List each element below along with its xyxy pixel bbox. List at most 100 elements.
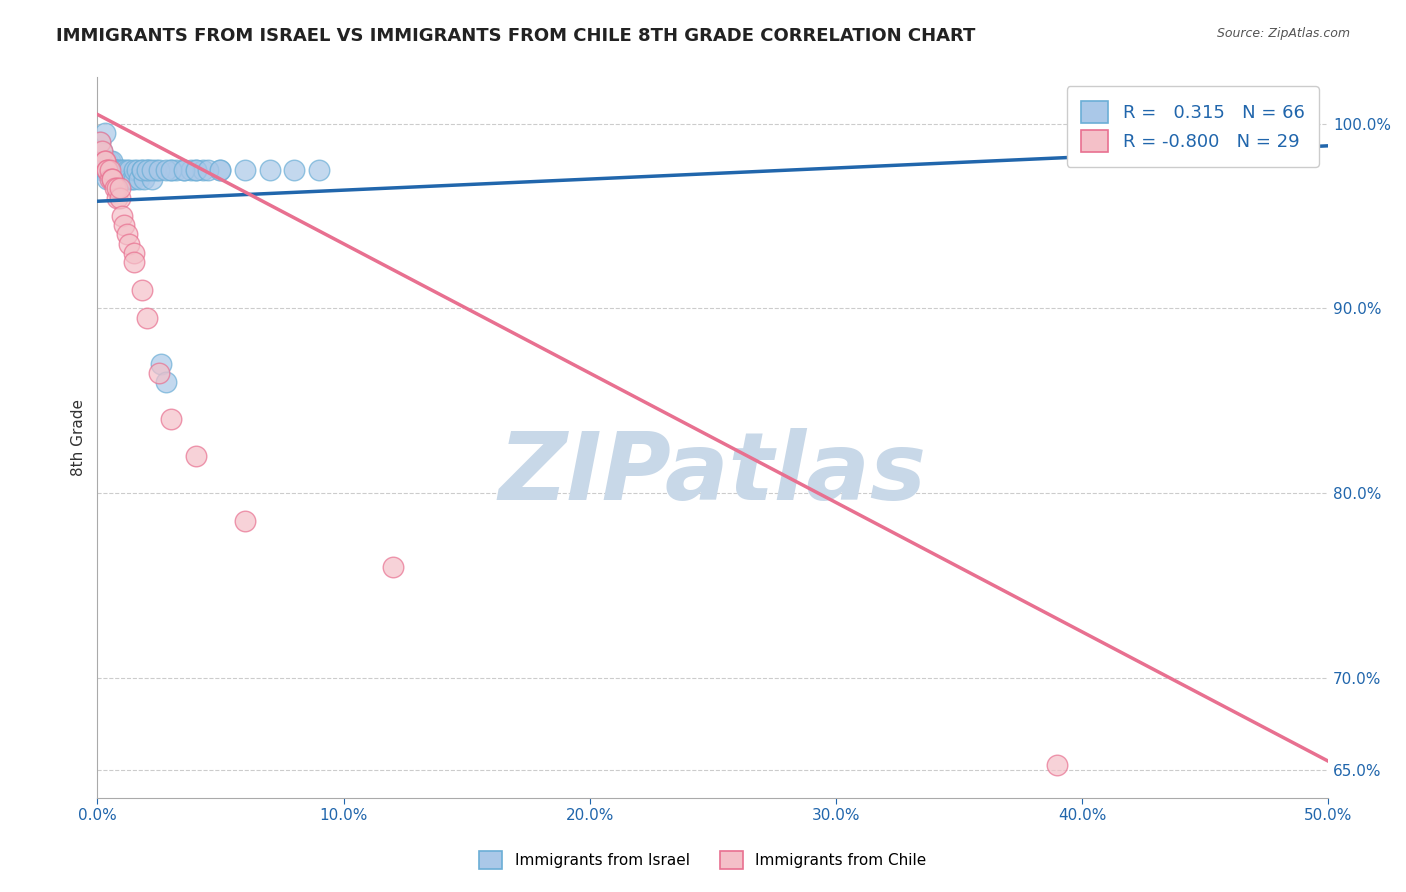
Point bbox=[108, 190, 131, 204]
Point bbox=[93, 153, 115, 168]
Point bbox=[101, 153, 124, 168]
Point bbox=[1046, 757, 1069, 772]
Point bbox=[103, 162, 125, 177]
Point bbox=[138, 162, 160, 177]
Point bbox=[131, 162, 153, 177]
Point bbox=[160, 162, 183, 177]
Point bbox=[111, 172, 134, 186]
Point bbox=[96, 153, 118, 168]
Point bbox=[105, 172, 128, 186]
Point bbox=[103, 162, 125, 177]
Point bbox=[93, 162, 115, 177]
Point bbox=[103, 181, 125, 195]
Point bbox=[148, 162, 170, 177]
Point bbox=[145, 162, 167, 177]
Point bbox=[89, 135, 111, 149]
Point bbox=[105, 190, 128, 204]
Point bbox=[96, 162, 118, 177]
Point bbox=[98, 162, 121, 177]
Point bbox=[184, 162, 207, 177]
Point bbox=[89, 135, 111, 149]
Point bbox=[103, 172, 125, 186]
Point bbox=[141, 172, 163, 186]
Point bbox=[98, 162, 121, 177]
Point bbox=[160, 412, 183, 426]
Point bbox=[209, 162, 232, 177]
Point bbox=[135, 162, 157, 177]
Point bbox=[165, 162, 187, 177]
Point bbox=[131, 283, 153, 297]
Point bbox=[91, 145, 114, 159]
Point bbox=[173, 162, 195, 177]
Y-axis label: 8th Grade: 8th Grade bbox=[72, 400, 86, 476]
Legend: Immigrants from Israel, Immigrants from Chile: Immigrants from Israel, Immigrants from … bbox=[474, 845, 932, 875]
Point bbox=[112, 172, 135, 186]
Point bbox=[101, 162, 124, 177]
Point bbox=[115, 227, 138, 242]
Point bbox=[91, 162, 114, 177]
Point bbox=[173, 162, 195, 177]
Point bbox=[135, 310, 157, 325]
Point bbox=[98, 172, 121, 186]
Point bbox=[108, 162, 131, 177]
Point bbox=[209, 162, 232, 177]
Point bbox=[141, 162, 163, 177]
Point bbox=[259, 162, 281, 177]
Point bbox=[101, 172, 124, 186]
Point bbox=[124, 246, 146, 260]
Point bbox=[96, 162, 118, 177]
Point bbox=[111, 162, 134, 177]
Text: ZIPatlas: ZIPatlas bbox=[499, 428, 927, 520]
Text: Source: ZipAtlas.com: Source: ZipAtlas.com bbox=[1216, 27, 1350, 40]
Point bbox=[98, 153, 121, 168]
Point bbox=[197, 162, 219, 177]
Point bbox=[108, 172, 131, 186]
Point bbox=[108, 181, 131, 195]
Point bbox=[180, 162, 202, 177]
Point bbox=[91, 145, 114, 159]
Point bbox=[381, 560, 404, 574]
Point bbox=[283, 162, 305, 177]
Point bbox=[124, 255, 146, 269]
Point bbox=[193, 162, 215, 177]
Point bbox=[160, 162, 183, 177]
Point bbox=[118, 162, 141, 177]
Point bbox=[121, 172, 143, 186]
Point bbox=[115, 172, 138, 186]
Point bbox=[125, 162, 148, 177]
Point bbox=[155, 162, 177, 177]
Point bbox=[101, 162, 124, 177]
Point bbox=[112, 219, 135, 233]
Point bbox=[115, 162, 138, 177]
Point bbox=[105, 181, 128, 195]
Point bbox=[124, 172, 146, 186]
Point bbox=[118, 172, 141, 186]
Point bbox=[105, 162, 128, 177]
Point bbox=[96, 162, 118, 177]
Point bbox=[112, 162, 135, 177]
Point bbox=[135, 162, 157, 177]
Point bbox=[101, 172, 124, 186]
Point bbox=[118, 236, 141, 251]
Point bbox=[131, 162, 153, 177]
Point bbox=[134, 172, 156, 186]
Point bbox=[98, 162, 121, 177]
Point bbox=[93, 153, 115, 168]
Legend: R =   0.315   N = 66, R = -0.800   N = 29: R = 0.315 N = 66, R = -0.800 N = 29 bbox=[1067, 87, 1319, 167]
Point bbox=[111, 209, 134, 223]
Point bbox=[128, 172, 150, 186]
Point bbox=[155, 376, 177, 390]
Point bbox=[105, 162, 128, 177]
Point bbox=[101, 172, 124, 186]
Point bbox=[233, 514, 256, 528]
Point bbox=[93, 126, 115, 140]
Point bbox=[96, 172, 118, 186]
Text: IMMIGRANTS FROM ISRAEL VS IMMIGRANTS FROM CHILE 8TH GRADE CORRELATION CHART: IMMIGRANTS FROM ISRAEL VS IMMIGRANTS FRO… bbox=[56, 27, 976, 45]
Point bbox=[150, 357, 173, 371]
Point bbox=[184, 449, 207, 463]
Point bbox=[184, 162, 207, 177]
Point bbox=[93, 153, 115, 168]
Point bbox=[308, 162, 330, 177]
Point bbox=[233, 162, 256, 177]
Point bbox=[148, 366, 170, 380]
